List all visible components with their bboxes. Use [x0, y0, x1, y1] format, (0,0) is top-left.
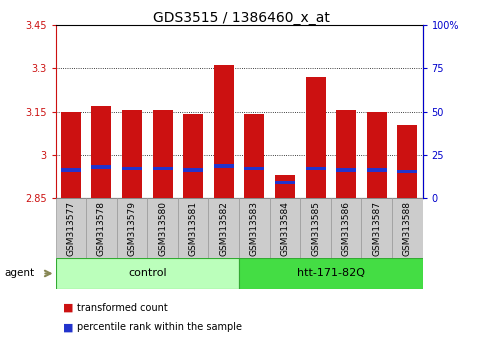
- Bar: [336, 168, 356, 172]
- Bar: [398, 125, 417, 198]
- Bar: [56, 258, 239, 289]
- Bar: [147, 198, 178, 258]
- Bar: [336, 110, 356, 198]
- Text: GSM313582: GSM313582: [219, 201, 228, 256]
- Bar: [367, 168, 387, 172]
- Text: GSM313581: GSM313581: [189, 201, 198, 256]
- Bar: [61, 112, 81, 198]
- Text: GSM313577: GSM313577: [66, 201, 75, 256]
- Bar: [183, 168, 203, 172]
- Text: GSM313585: GSM313585: [311, 201, 320, 256]
- Bar: [178, 198, 209, 258]
- Bar: [270, 198, 300, 258]
- Bar: [56, 198, 86, 258]
- Bar: [86, 198, 117, 258]
- Bar: [183, 114, 203, 198]
- Text: agent: agent: [5, 268, 35, 278]
- Bar: [306, 167, 326, 171]
- Text: GSM313588: GSM313588: [403, 201, 412, 256]
- Bar: [153, 110, 172, 198]
- Bar: [214, 65, 234, 198]
- Bar: [275, 175, 295, 198]
- Bar: [239, 198, 270, 258]
- Text: GSM313587: GSM313587: [372, 201, 381, 256]
- Bar: [239, 258, 423, 289]
- Text: control: control: [128, 268, 167, 279]
- Bar: [306, 77, 326, 198]
- Text: GSM313580: GSM313580: [158, 201, 167, 256]
- Bar: [122, 167, 142, 171]
- Text: transformed count: transformed count: [77, 303, 168, 313]
- Bar: [331, 198, 361, 258]
- Text: ■: ■: [63, 303, 73, 313]
- Bar: [367, 112, 387, 198]
- Text: GSM313578: GSM313578: [97, 201, 106, 256]
- Bar: [398, 170, 417, 173]
- Bar: [275, 181, 295, 184]
- Text: htt-171-82Q: htt-171-82Q: [297, 268, 365, 279]
- Bar: [122, 110, 142, 198]
- Text: GSM313586: GSM313586: [341, 201, 351, 256]
- Bar: [61, 168, 81, 172]
- Bar: [91, 165, 112, 169]
- Bar: [153, 167, 172, 171]
- Bar: [244, 114, 264, 198]
- Bar: [214, 164, 234, 167]
- Bar: [300, 198, 331, 258]
- Text: GSM313583: GSM313583: [250, 201, 259, 256]
- Bar: [91, 106, 112, 198]
- Bar: [117, 198, 147, 258]
- Bar: [392, 198, 423, 258]
- Text: ■: ■: [63, 322, 73, 332]
- Bar: [209, 198, 239, 258]
- Text: GDS3515 / 1386460_x_at: GDS3515 / 1386460_x_at: [153, 11, 330, 25]
- Bar: [244, 167, 264, 171]
- Text: GSM313579: GSM313579: [128, 201, 137, 256]
- Bar: [361, 198, 392, 258]
- Text: percentile rank within the sample: percentile rank within the sample: [77, 322, 242, 332]
- Text: GSM313584: GSM313584: [281, 201, 289, 256]
